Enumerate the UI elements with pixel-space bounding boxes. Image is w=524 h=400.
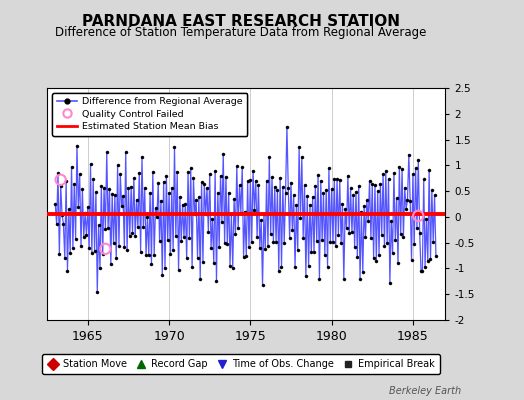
Legend: Difference from Regional Average, Quality Control Failed, Estimated Station Mean: Difference from Regional Average, Qualit… bbox=[52, 93, 247, 136]
Point bbox=[414, 213, 422, 219]
Text: PARNDANA EAST RESEARCH STATION: PARNDANA EAST RESEARCH STATION bbox=[82, 14, 400, 29]
Point bbox=[57, 176, 65, 183]
Text: Difference of Station Temperature Data from Regional Average: Difference of Station Temperature Data f… bbox=[56, 26, 427, 39]
Legend: Station Move, Record Gap, Time of Obs. Change, Empirical Break: Station Move, Record Gap, Time of Obs. C… bbox=[42, 354, 440, 374]
Text: Berkeley Earth: Berkeley Earth bbox=[389, 386, 461, 396]
Point bbox=[101, 246, 110, 252]
